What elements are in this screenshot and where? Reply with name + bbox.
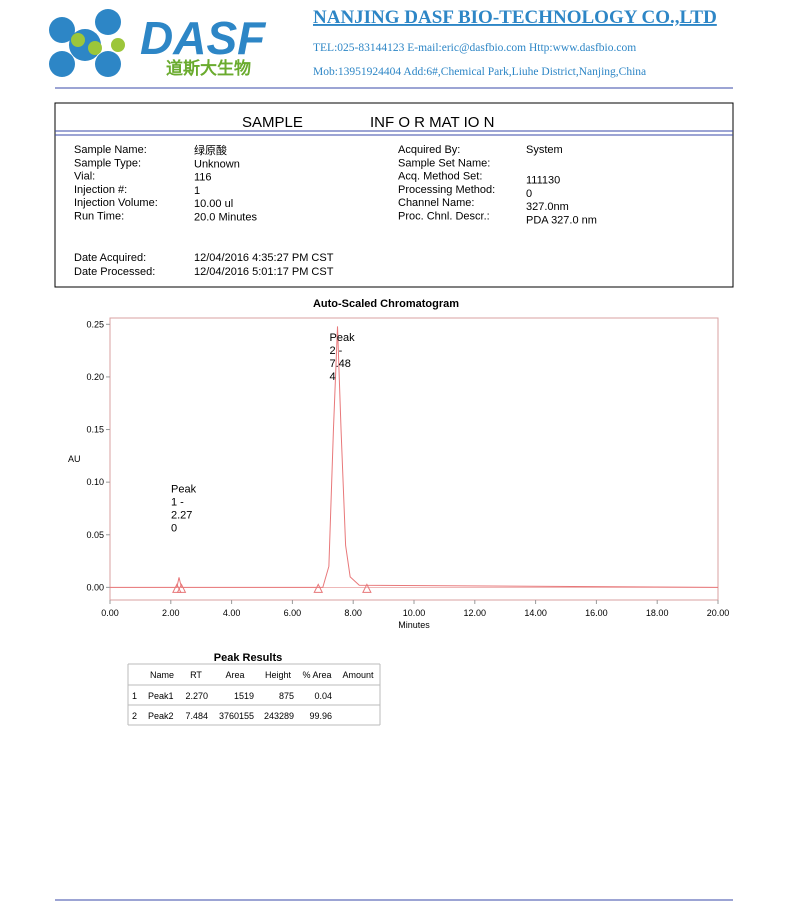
table-header: Name bbox=[150, 670, 174, 680]
peak-annotation: Peak bbox=[171, 484, 197, 496]
table-cell: 2.270 bbox=[185, 691, 208, 701]
x-tick-label: 10.00 bbox=[403, 608, 426, 618]
peak-annotation: 2.27 bbox=[171, 510, 192, 522]
peak-annotation: 4 bbox=[330, 371, 336, 383]
info-title: INF O R MAT IO N bbox=[370, 114, 494, 131]
field-value: 116 bbox=[194, 172, 212, 184]
field-label: Run Time: bbox=[74, 211, 124, 223]
x-axis-label: Minutes bbox=[398, 620, 430, 630]
trace bbox=[110, 326, 719, 588]
peak-annotation: 2 - bbox=[330, 345, 343, 357]
table-header: RT bbox=[190, 670, 202, 680]
logo-mark bbox=[49, 9, 125, 77]
table-cell: 243289 bbox=[264, 711, 294, 721]
table-cell: Peak2 bbox=[148, 711, 174, 721]
x-tick-label: 4.00 bbox=[223, 608, 241, 618]
field-value: 111130 bbox=[526, 175, 560, 187]
field-value: 12/04/2016 5:01:17 PM CST bbox=[194, 266, 334, 278]
field-label: Sample Type: bbox=[74, 157, 141, 169]
table-header: Height bbox=[265, 670, 292, 680]
field-value: 10.00 ul bbox=[194, 198, 233, 210]
table-title: Peak Results bbox=[214, 652, 282, 664]
table-cell: 875 bbox=[279, 691, 294, 701]
info-title: SAMPLE bbox=[242, 114, 303, 131]
y-tick-label: 0.00 bbox=[86, 582, 104, 592]
field-value: 绿原酸 bbox=[194, 143, 227, 157]
x-tick-label: 16.00 bbox=[585, 608, 608, 618]
table-cell: Peak1 bbox=[148, 691, 174, 701]
field-label: Vial: bbox=[74, 171, 95, 183]
x-tick-label: 2.00 bbox=[162, 608, 180, 618]
y-tick-label: 0.20 bbox=[86, 372, 104, 382]
baseline-marker bbox=[313, 583, 324, 593]
table-cell: 99.96 bbox=[309, 711, 332, 721]
x-tick-label: 12.00 bbox=[464, 608, 487, 618]
field-label: Date Acquired: bbox=[74, 252, 146, 264]
table-header: Area bbox=[225, 670, 244, 680]
info-box bbox=[54, 102, 734, 288]
table-cell: 3760155 bbox=[219, 711, 254, 721]
y-tick-label: 0.25 bbox=[86, 319, 104, 329]
field-label: Acquired By: bbox=[398, 144, 460, 156]
field-value: 12/04/2016 4:35:27 PM CST bbox=[194, 252, 334, 264]
y-tick-label: 0.05 bbox=[86, 530, 104, 540]
peak-annotation: Peak bbox=[330, 332, 356, 344]
peak-annotation: 0 bbox=[171, 523, 177, 535]
table-cell: 7.484 bbox=[185, 711, 208, 721]
logo-cn: 道斯大生物 bbox=[166, 58, 251, 78]
field-value: 20.0 Minutes bbox=[194, 212, 257, 224]
table-header: % Area bbox=[302, 670, 331, 680]
y-tick-label: 0.10 bbox=[86, 477, 104, 487]
field-label: Channel Name: bbox=[398, 197, 474, 209]
y-tick-label: 0.15 bbox=[86, 425, 104, 435]
chart-title: Auto-Scaled Chromatogram bbox=[313, 298, 459, 310]
baseline-marker bbox=[172, 583, 182, 593]
peak-annotation: 7.48 bbox=[330, 358, 351, 370]
table-header: Amount bbox=[342, 670, 374, 680]
field-label: Injection #: bbox=[74, 184, 127, 196]
field-value: 0 bbox=[526, 188, 532, 200]
x-tick-label: 6.00 bbox=[284, 608, 302, 618]
field-label: Proc. Chnl. Descr.: bbox=[398, 211, 490, 223]
table-cell: 1 bbox=[132, 691, 137, 701]
peak-annotation: 1 - bbox=[171, 497, 184, 509]
logo-text: DASF bbox=[140, 12, 267, 64]
field-value: System bbox=[526, 144, 563, 156]
field-label: Processing Method: bbox=[398, 184, 495, 196]
x-tick-label: 18.00 bbox=[646, 608, 669, 618]
table-cell: 0.04 bbox=[314, 691, 332, 701]
table-cell: 2 bbox=[132, 711, 137, 721]
address: Mob:13951924404 Add:6#,Chemical Park,Liu… bbox=[313, 66, 646, 78]
field-value: 327.0nm bbox=[526, 201, 569, 213]
field-label: Injection Volume: bbox=[74, 197, 158, 209]
x-tick-label: 8.00 bbox=[344, 608, 362, 618]
baseline-marker bbox=[176, 583, 187, 593]
company-name: NANJING DASF BIO-TECHNOLOGY CO.,LTD bbox=[313, 7, 717, 28]
field-value: 1 bbox=[194, 185, 200, 197]
field-label: Sample Name: bbox=[74, 144, 147, 156]
x-tick-label: 0.00 bbox=[101, 608, 119, 618]
field-label: Date Processed: bbox=[74, 266, 155, 278]
plot-frame bbox=[109, 317, 719, 601]
y-axis-label: AU bbox=[68, 454, 81, 464]
field-label: Acq. Method Set: bbox=[398, 171, 482, 183]
x-tick-label: 20.00 bbox=[707, 608, 730, 618]
field-label: Sample Set Name: bbox=[398, 157, 490, 169]
field-value: Unknown bbox=[194, 158, 240, 170]
contact: TEL:025-83144123 E-mail:eric@dasfbio.com… bbox=[313, 42, 636, 54]
baseline-marker bbox=[362, 583, 372, 593]
x-tick-label: 14.00 bbox=[524, 608, 547, 618]
table-cell: 1519 bbox=[234, 691, 254, 701]
field-value: PDA 327.0 nm bbox=[526, 215, 597, 227]
